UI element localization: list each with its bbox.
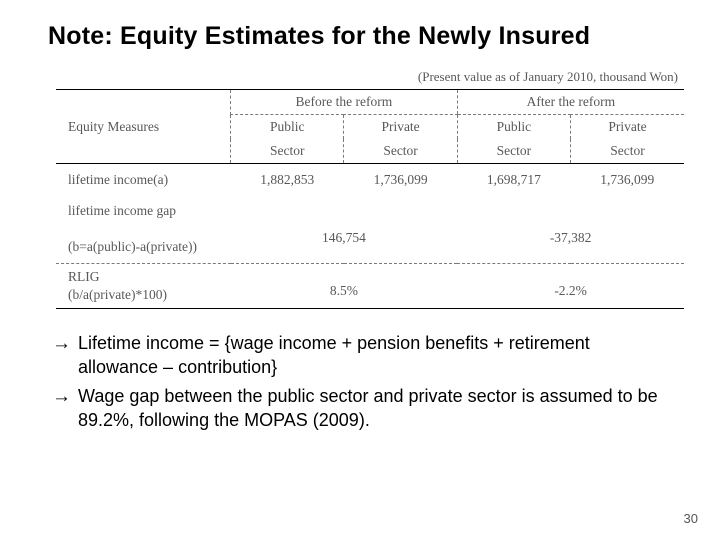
row3-label-b: (b/a(private)*100) [68, 287, 167, 302]
row-rlig-label: RLIG (b/a(private)*100) [56, 263, 231, 308]
equity-table: Equity Measures Before the reform After … [56, 89, 684, 309]
row1-before-public: 1,882,853 [231, 164, 344, 197]
row2-label-a: lifetime income gap [68, 203, 176, 218]
equity-table-region: (Present value as of January 2010, thous… [56, 67, 684, 309]
row2-label-b: (b=a(public)-a(private)) [68, 239, 197, 254]
col-private-2b: Sector [571, 139, 684, 164]
header-equity-measures: Equity Measures [56, 90, 231, 164]
notes-region: → Lifetime income = {wage income + pensi… [50, 331, 670, 432]
row3-label-a: RLIG [68, 269, 100, 284]
note-1-text: Lifetime income = {wage income + pension… [78, 331, 670, 380]
header-before: Before the reform [231, 90, 458, 115]
note-2-text: Wage gap between the public sector and p… [78, 384, 670, 433]
row2-after-value: -37,382 [457, 196, 684, 263]
col-public-1a: Public [231, 115, 344, 140]
page-number: 30 [684, 511, 698, 526]
note-2: → Wage gap between the public sector and… [50, 384, 670, 433]
note-1: → Lifetime income = {wage income + pensi… [50, 331, 670, 380]
col-public-2a: Public [457, 115, 570, 140]
arrow-icon: → [50, 331, 78, 380]
row3-after-value: -2.2% [457, 263, 684, 308]
row1-after-private: 1,736,099 [571, 164, 684, 197]
arrow-icon: → [50, 384, 78, 433]
row-lifetime-income-label: lifetime income(a) [56, 164, 231, 197]
col-public-2b: Sector [457, 139, 570, 164]
col-private-1a: Private [344, 115, 457, 140]
row1-after-public: 1,698,717 [457, 164, 570, 197]
page-title: Note: Equity Estimates for the Newly Ins… [48, 22, 680, 51]
row2-before-value: 146,754 [231, 196, 458, 263]
header-after: After the reform [457, 90, 684, 115]
row-income-gap-label: lifetime income gap (b=a(public)-a(priva… [56, 196, 231, 263]
col-private-1b: Sector [344, 139, 457, 164]
col-public-1b: Sector [231, 139, 344, 164]
row1-before-private: 1,736,099 [344, 164, 457, 197]
col-private-2a: Private [571, 115, 684, 140]
table-caption: (Present value as of January 2010, thous… [56, 67, 684, 89]
row3-before-value: 8.5% [231, 263, 458, 308]
